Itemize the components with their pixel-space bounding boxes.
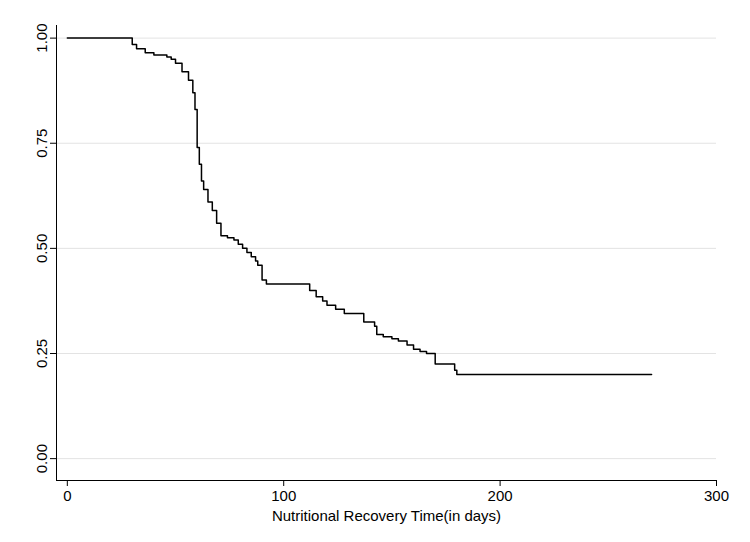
svg-text:0: 0 [63, 487, 71, 504]
svg-text:Nutritional Recovery Time(in d: Nutritional Recovery Time(in days) [272, 507, 501, 524]
svg-text:0.00: 0.00 [33, 444, 50, 473]
svg-text:100: 100 [271, 487, 296, 504]
svg-text:200: 200 [488, 487, 513, 504]
html-text:Kaplan-Meier survival estimate: Kaplan-Meier survival estimate [235, 4, 537, 29]
svg-text:300: 300 [704, 487, 729, 504]
svg-text:0.25: 0.25 [33, 339, 50, 368]
svg-text:1.00: 1.00 [33, 24, 50, 53]
svg-text:0.75: 0.75 [33, 129, 50, 158]
svg-text:0.50: 0.50 [33, 234, 50, 263]
